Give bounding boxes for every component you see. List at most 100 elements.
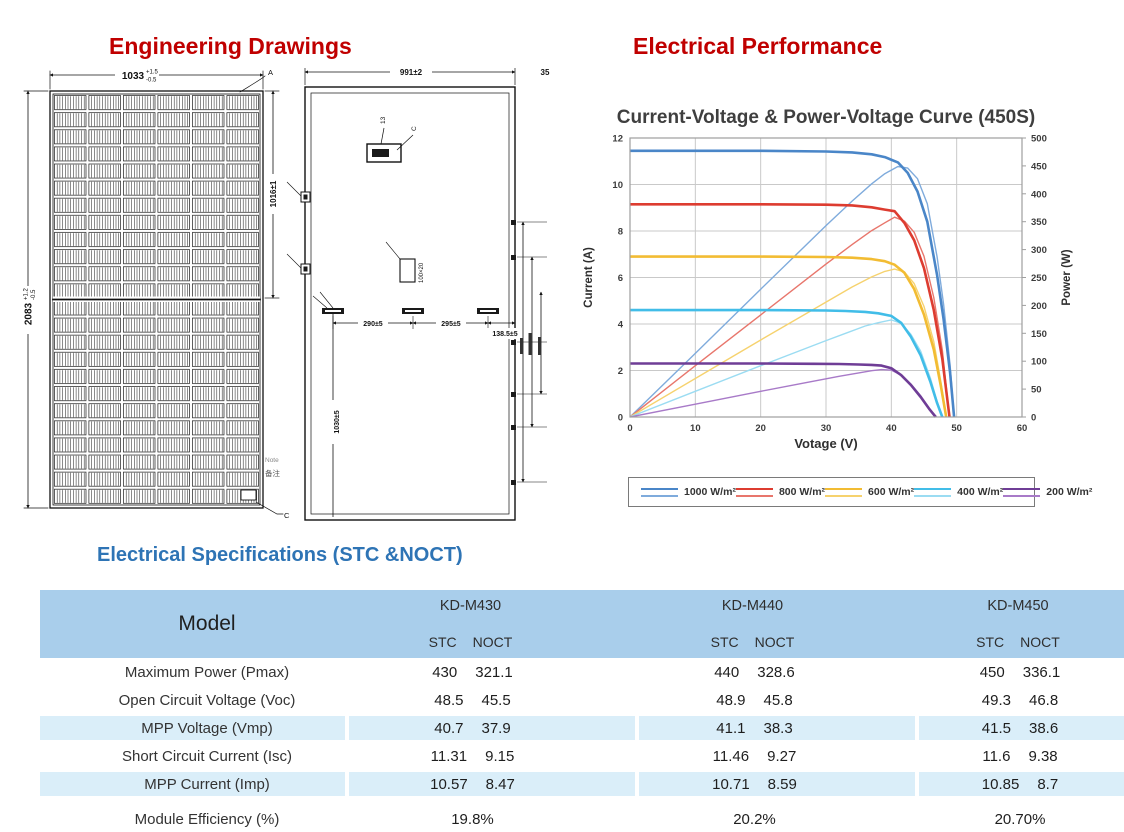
front-hole-dimension: 1016±1 xyxy=(267,174,279,214)
y-left-tick-label: 8 xyxy=(618,227,623,238)
note-label-cn: 备注 xyxy=(265,468,280,478)
pv-curve xyxy=(629,319,943,418)
iv-curve xyxy=(630,203,951,418)
y-right-tick-label: 150 xyxy=(1031,329,1047,340)
front-view-drawing: 1033 +1.5 -0.5 2083 +1.2 -0.5 xyxy=(21,67,290,520)
y-axis-left-label: Current (A) xyxy=(583,247,595,308)
noct-value: 8.47 xyxy=(485,775,515,793)
iv-pv-chart-svg: Current-Voltage & Power-Voltage Curve (4… xyxy=(583,107,1073,451)
svg-text:1033: 1033 xyxy=(122,71,145,82)
x-tick-label: 60 xyxy=(1017,423,1028,434)
junction-lead-label-1: 13 xyxy=(380,116,387,124)
legend-item: 200 W/m² xyxy=(1003,486,1092,498)
x-tick-label: 30 xyxy=(821,423,832,434)
x-tick-label: 20 xyxy=(755,423,766,434)
stc-value: 450 xyxy=(979,663,1005,681)
y-right-tick-label: 50 xyxy=(1031,385,1042,396)
frame-depth-label: 35 xyxy=(541,68,550,77)
engineering-drawings-heading: Engineering Drawings xyxy=(109,33,352,59)
y-right-tick-label: 200 xyxy=(1031,301,1047,312)
table-row: Maximum Power (Pmax) 430 321.1 440 328.6 450 3… xyxy=(40,658,1124,686)
back-width-dimension: 991±2 xyxy=(390,65,432,78)
row-values-group3: 20.70% xyxy=(915,798,1124,832)
legend-label: 800 W/m² xyxy=(778,486,826,498)
x-tick-label: 10 xyxy=(690,423,701,434)
noct-value: 9.15 xyxy=(485,747,515,765)
pv-curve xyxy=(629,268,947,418)
side-dimension-lines xyxy=(511,220,547,485)
svg-text:-0.5: -0.5 xyxy=(146,78,157,84)
iv-curve xyxy=(630,362,937,418)
y-left-tick-label: 12 xyxy=(612,134,623,145)
plot-border xyxy=(629,137,1023,418)
legend-swatch xyxy=(1003,487,1041,497)
iv-curve xyxy=(630,255,948,418)
row-values-group2: 11.46 9.27 xyxy=(635,742,915,770)
stc-value: 10.71 xyxy=(712,775,750,793)
bracket-offset-dimension: 1030±5 xyxy=(330,400,342,444)
y-right-tick-label: 350 xyxy=(1031,217,1047,228)
electrical-performance-heading: Electrical Performance xyxy=(633,33,883,59)
electrical-specifications-table: Model KD-M430 KD-M440 KD-M450 STC NOCT ST… xyxy=(40,590,1124,832)
row-values-group1: 11.31 9.15 xyxy=(345,742,635,770)
noct-value: 45.8 xyxy=(763,691,793,709)
row-values-group2: 41.1 38.3 xyxy=(635,714,915,742)
svg-text:138.5±5: 138.5±5 xyxy=(492,331,517,338)
legend-item: 1000 W/m² xyxy=(641,486,736,498)
row-values-group1: 48.5 45.5 xyxy=(345,686,635,714)
stc-value: 10.57 xyxy=(430,775,468,793)
noct-value: 37.9 xyxy=(481,719,511,737)
iv-curve xyxy=(630,149,956,418)
y-right-tick-label: 250 xyxy=(1031,273,1047,284)
row-values-group3: 11.6 9.38 xyxy=(915,742,1124,770)
x-axis-label: Votage (V) xyxy=(794,436,857,451)
chart-legend: 1000 W/m² 800 W/m² 600 W/m² 400 W/m² 200 W/m… xyxy=(628,477,1092,507)
noct-value: 328.6 xyxy=(757,663,795,681)
row-values-group3: 10.85 8.7 xyxy=(915,770,1124,798)
y-axis-right-label: Power (W) xyxy=(1061,249,1073,305)
noct-value: 45.5 xyxy=(481,691,511,709)
legend-swatch xyxy=(825,487,863,497)
table-row: Short Circuit Current (Isc) 11.31 9.15 11.4… xyxy=(40,742,1124,770)
y-right-tick-label: 0 xyxy=(1031,413,1036,424)
engineering-drawings-svg: 1033 +1.5 -0.5 2083 +1.2 -0.5 xyxy=(21,65,550,521)
table-row: Module Efficiency (%) 19.8% 20.2% 20.70% xyxy=(40,798,1124,832)
model-header-kd-m450: KD-M450 xyxy=(915,590,1124,623)
model-header-kd-m440: KD-M440 xyxy=(635,590,915,623)
y-right-tick-label: 400 xyxy=(1031,189,1047,200)
y-right-tick-label: 300 xyxy=(1031,245,1047,256)
noct-value: 46.8 xyxy=(1029,691,1059,709)
chart-title: Current-Voltage & Power-Voltage Curve (4… xyxy=(617,107,1035,128)
svg-text:295±5: 295±5 xyxy=(441,321,461,328)
chart-gridlines xyxy=(629,137,1026,418)
legend-label: 1000 W/m² xyxy=(684,486,736,498)
row-values-group3: 49.3 46.8 xyxy=(915,686,1124,714)
condition-header-group3: STC NOCT xyxy=(915,623,1124,658)
svg-text:2083: 2083 xyxy=(24,302,35,325)
stc-value: 440 xyxy=(714,663,740,681)
noct-value: 8.7 xyxy=(1037,775,1059,793)
y-left-tick-label: 6 xyxy=(618,273,623,284)
stc-value: 11.6 xyxy=(982,747,1011,765)
detail-c-label: C xyxy=(284,511,290,520)
table-row: MPP Voltage (Vmp) 40.7 37.9 41.1 38.3 41.5 38.… xyxy=(40,714,1124,742)
junction-box: 13 C xyxy=(366,116,418,163)
stc-value: 41.1 xyxy=(716,719,746,737)
row-label: Short Circuit Current (Isc) xyxy=(121,747,293,765)
svg-text:290±5: 290±5 xyxy=(363,321,383,328)
model-header-kd-m430: KD-M430 xyxy=(345,590,635,623)
iv-pv-chart: Current-Voltage & Power-Voltage Curve (4… xyxy=(570,92,1124,524)
legend-swatch xyxy=(735,487,773,497)
row-label: Open Circuit Voltage (Voc) xyxy=(118,691,296,709)
note-label-en: Note xyxy=(265,457,279,464)
detail-a-label: A xyxy=(268,68,273,77)
x-tick-label: 0 xyxy=(627,423,632,434)
row-label: MPP Voltage (Vmp) xyxy=(40,714,345,742)
svg-text:+1.2: +1.2 xyxy=(24,287,30,300)
stc-value: 41.5 xyxy=(981,719,1011,737)
legend-item: 400 W/m² xyxy=(914,486,1003,498)
table-row: MPP Current (Imp) 10.57 8.47 10.71 8.59 10.85… xyxy=(40,770,1124,798)
legend-label: 200 W/m² xyxy=(1046,486,1093,498)
spec-table-title: Electrical Specifications (STC &NOCT) xyxy=(97,544,463,566)
